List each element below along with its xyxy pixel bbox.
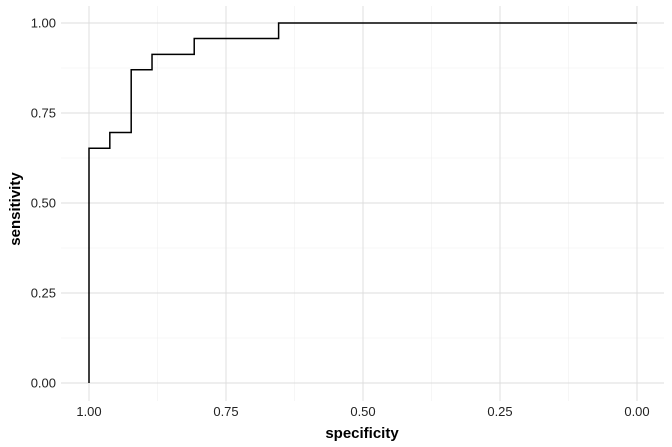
y-axis-tick-labels: 0.00 0.25 0.50 0.75 1.00 xyxy=(31,16,56,391)
x-tick-label: 1.00 xyxy=(76,404,101,419)
roc-curve-line xyxy=(88,22,637,383)
y-axis-title: sensitivity xyxy=(7,172,24,246)
x-tick-label: 0.75 xyxy=(213,404,238,419)
y-tick-label: 0.75 xyxy=(31,106,56,121)
x-tick-label: 0.50 xyxy=(350,404,375,419)
x-axis-tick-labels: 1.00 0.75 0.50 0.25 0.00 xyxy=(76,404,649,419)
x-tick-label: 0.25 xyxy=(487,404,512,419)
y-tick-label: 0.25 xyxy=(31,286,56,301)
x-axis-title: specificity xyxy=(325,425,399,442)
x-tick-label: 0.00 xyxy=(624,404,649,419)
y-tick-label: 0.50 xyxy=(31,196,56,211)
series-layer xyxy=(88,22,637,383)
y-tick-label: 0.00 xyxy=(31,376,56,391)
minor-gridlines xyxy=(61,6,664,401)
y-tick-label: 1.00 xyxy=(31,16,56,31)
